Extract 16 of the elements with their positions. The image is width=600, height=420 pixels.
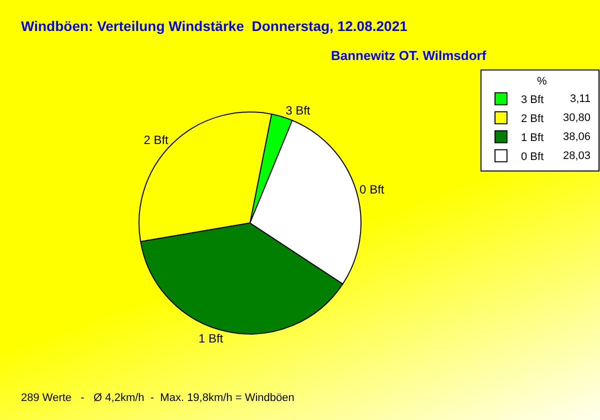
data-label: 30,80 <box>563 112 591 124</box>
text: 289 Werte - Ø 4,2km/h - Max. 19,8km/h = Windböen <box>21 392 294 404</box>
slice-label: 2 Bft <box>144 132 170 147</box>
slice-label: 3 Bft <box>286 103 311 118</box>
chart-title: Windböen: Verteilung Windstärke Donnerstag, 12.08.2021 <box>21 18 408 34</box>
data-label: 3,11 <box>570 93 591 105</box>
slice-label: 1 Bft <box>198 331 224 346</box>
data-label: 38,06 <box>563 131 591 143</box>
legend-label: 3 Bft <box>521 94 544 106</box>
data-label: 28,03 <box>563 150 591 162</box>
legend-label: 2 Bft <box>521 113 544 126</box>
legend-label: 0 Bft <box>521 151 544 164</box>
legend-label: 1 Bft <box>521 132 544 144</box>
slice-label: 0 Bft <box>360 182 385 197</box>
legend-title: % <box>537 75 547 88</box>
chart-subtitle: Bannewitz OT. Wilmsdorf <box>331 48 487 63</box>
